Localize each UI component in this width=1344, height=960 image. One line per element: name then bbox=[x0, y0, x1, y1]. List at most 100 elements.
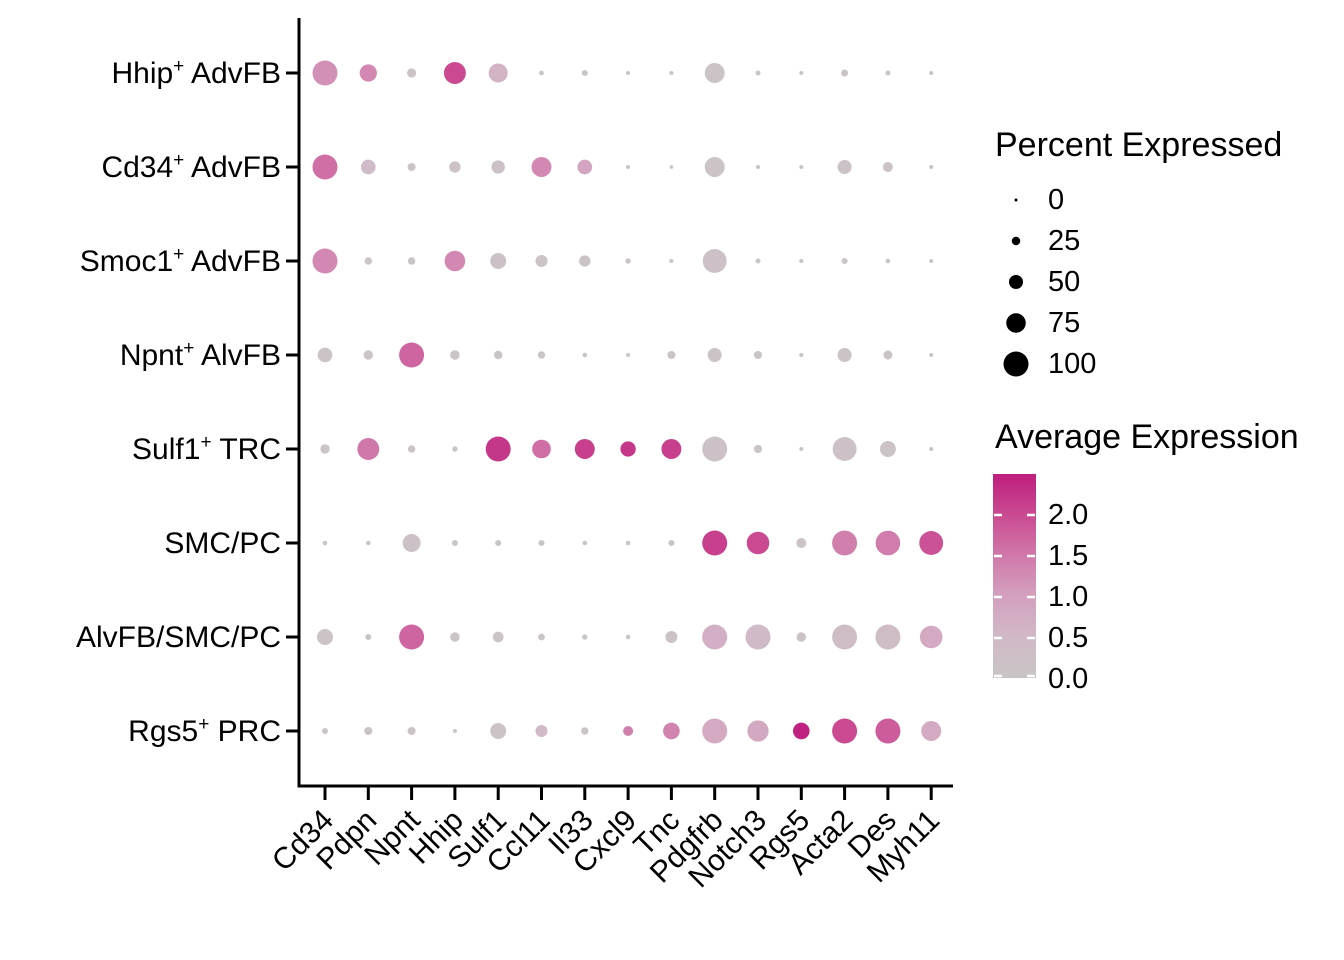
expression-dot bbox=[661, 439, 682, 459]
expression-dot bbox=[875, 624, 901, 650]
expression-dot bbox=[450, 632, 460, 642]
expression-dot bbox=[407, 445, 416, 453]
expression-dot bbox=[364, 726, 373, 736]
expression-dot bbox=[443, 62, 466, 84]
expression-dot bbox=[317, 347, 333, 363]
y-tick-label: Npnt+​ AlvFB bbox=[120, 338, 281, 372]
y-tick-label: Rgs5+​ PRC bbox=[128, 714, 281, 748]
expression-dot bbox=[832, 437, 857, 461]
y-tick-label: Sulf1+​ TRC bbox=[132, 432, 281, 466]
y-tick-label: AlvFB/SMC/PC bbox=[76, 621, 281, 654]
y-tick-label: SMC/PC bbox=[164, 527, 281, 560]
expression-dot bbox=[625, 258, 631, 264]
expression-dot bbox=[359, 64, 377, 82]
expression-dot bbox=[625, 540, 631, 546]
expression-dot bbox=[837, 348, 852, 362]
expression-dot bbox=[495, 539, 502, 547]
expression-dot bbox=[704, 157, 725, 177]
expression-dot bbox=[669, 70, 674, 76]
expression-dot bbox=[320, 444, 330, 454]
expression-dot bbox=[746, 531, 770, 555]
expression-dot bbox=[921, 721, 942, 741]
expression-dot bbox=[702, 436, 728, 462]
percent-legend-dot bbox=[1003, 351, 1029, 377]
colorbar bbox=[993, 474, 1036, 678]
expression-dot bbox=[623, 725, 634, 737]
expression-dot bbox=[452, 446, 458, 452]
expression-dot bbox=[581, 69, 588, 77]
percent-legend-dot bbox=[1014, 198, 1018, 202]
expression-dot bbox=[875, 530, 901, 556]
expression-dot bbox=[399, 624, 425, 650]
expression-dot bbox=[582, 634, 588, 640]
expression-dot bbox=[885, 70, 891, 76]
colorbar-tick-label: 1.0 bbox=[1048, 581, 1088, 613]
expression-dot bbox=[707, 348, 722, 362]
expression-dot bbox=[832, 530, 858, 556]
expression-dot bbox=[796, 632, 806, 642]
expression-dot bbox=[535, 254, 548, 268]
expression-dot bbox=[407, 257, 416, 265]
expression-dot bbox=[538, 539, 545, 547]
percent-legend-label: 0 bbox=[1048, 184, 1064, 216]
expression-dot bbox=[537, 351, 546, 359]
expression-dot bbox=[407, 162, 416, 172]
expression-dot bbox=[837, 160, 852, 174]
expression-dot bbox=[451, 539, 458, 547]
expression-dot bbox=[702, 718, 728, 744]
expression-dot bbox=[919, 625, 943, 649]
expression-dot bbox=[755, 70, 761, 76]
expression-dot bbox=[669, 258, 674, 264]
expression-dot bbox=[626, 352, 631, 358]
expression-dot bbox=[799, 258, 804, 264]
expression-dot bbox=[539, 70, 544, 76]
expression-dot bbox=[574, 439, 595, 459]
expression-dot bbox=[702, 624, 728, 650]
expression-dot bbox=[399, 342, 425, 368]
percent-legend-label: 100 bbox=[1048, 348, 1096, 380]
expression-dot bbox=[490, 723, 507, 739]
expression-dot bbox=[538, 633, 545, 641]
expression-dot bbox=[312, 60, 338, 86]
expression-dot bbox=[841, 69, 849, 77]
expression-dot bbox=[702, 249, 727, 273]
percent-legend-dot bbox=[1011, 236, 1021, 246]
expression-dot bbox=[321, 727, 329, 735]
expression-dot bbox=[365, 633, 372, 641]
expression-dot bbox=[879, 441, 896, 457]
expression-dot bbox=[444, 250, 466, 272]
expression-dot bbox=[532, 439, 551, 459]
expression-dot bbox=[669, 165, 674, 169]
expression-dot bbox=[581, 727, 589, 735]
expression-dot bbox=[929, 164, 934, 170]
expression-dot bbox=[796, 537, 807, 549]
expression-dot bbox=[875, 718, 901, 744]
expression-dot bbox=[364, 257, 372, 265]
expression-dot bbox=[832, 624, 858, 650]
expression-dot bbox=[702, 530, 728, 556]
expression-dot bbox=[407, 68, 417, 78]
expression-dot bbox=[626, 70, 631, 76]
expression-dot bbox=[747, 720, 769, 742]
expression-dot bbox=[883, 350, 893, 360]
expression-dot bbox=[312, 154, 338, 180]
expression-dot bbox=[841, 257, 848, 265]
expression-dot bbox=[366, 540, 371, 546]
expression-dot bbox=[755, 258, 761, 264]
expression-dot bbox=[490, 253, 507, 269]
expression-dot bbox=[667, 350, 676, 360]
percent-legend-label: 25 bbox=[1048, 225, 1080, 257]
expression-dot bbox=[882, 161, 893, 173]
expression-dot bbox=[799, 70, 804, 76]
percent-legend-label: 75 bbox=[1048, 307, 1080, 339]
expression-dot bbox=[485, 436, 511, 462]
expression-dot bbox=[488, 63, 508, 83]
expression-dot bbox=[929, 70, 934, 76]
expression-dot bbox=[885, 258, 891, 264]
expression-dot bbox=[704, 63, 725, 83]
expression-dot bbox=[577, 159, 593, 175]
avg-legend-title: Average Expression bbox=[995, 418, 1299, 456]
colorbar-tick-label: 0.0 bbox=[1048, 663, 1088, 695]
